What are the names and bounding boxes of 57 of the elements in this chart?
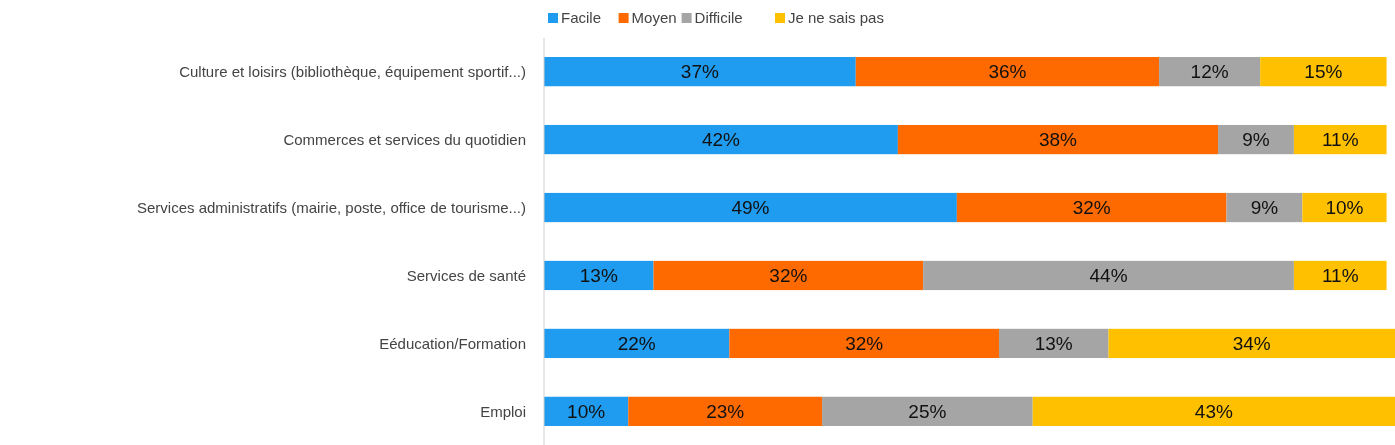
data-label: 49% <box>731 197 770 219</box>
bar <box>653 260 924 291</box>
data-label: 32% <box>845 333 884 355</box>
bar <box>544 192 957 223</box>
data-label: 32% <box>769 265 808 287</box>
data-label: 36% <box>988 61 1027 83</box>
bar <box>1293 124 1387 155</box>
y-tick-label: Eéducation/Formation <box>379 334 526 352</box>
data-label: 13% <box>1034 333 1073 355</box>
data-label: 15% <box>1304 61 1343 83</box>
data-label: 42% <box>701 129 741 151</box>
data-label: 13% <box>579 265 618 287</box>
y-tick-label: Commerces et services du quotidien <box>283 130 526 148</box>
bar <box>544 328 730 359</box>
bar <box>923 260 1294 291</box>
bar <box>1226 192 1303 223</box>
y-tick-label: Emploi <box>480 402 526 420</box>
data-label: 34% <box>1232 333 1271 355</box>
bar <box>1302 192 1387 223</box>
legend-label: Difficile <box>694 9 743 27</box>
data-label: 11% <box>1321 265 1359 287</box>
bar <box>897 124 1219 155</box>
bar <box>544 124 898 155</box>
data-label: 32% <box>1072 197 1111 219</box>
data-label: 10% <box>567 401 606 423</box>
bar <box>956 192 1227 223</box>
data-label: 11% <box>1321 129 1359 151</box>
data-label: 37% <box>680 61 719 83</box>
bar <box>998 328 1109 359</box>
bar <box>729 328 999 359</box>
bar <box>1032 396 1395 426</box>
y-tick-label: Services de santé <box>406 266 526 284</box>
bar <box>1218 124 1294 155</box>
data-label: 9% <box>1250 197 1279 219</box>
bar <box>855 57 1160 87</box>
bar <box>1108 328 1395 359</box>
bar <box>544 260 654 291</box>
data-label: 23% <box>706 401 745 423</box>
data-label: 12% <box>1190 61 1229 83</box>
y-tick-label: Culture et loisirs (bibliothèque, équipement sportif...) <box>179 62 526 80</box>
data-label: 43% <box>1194 401 1233 423</box>
data-label: 44% <box>1089 265 1128 287</box>
legend-label: Moyen <box>631 9 677 27</box>
bar <box>544 57 856 87</box>
y-tick-label: Services administratifs (mairie, poste, office de tourisme...) <box>136 198 526 216</box>
data-label: 25% <box>908 401 947 423</box>
bar <box>1260 57 1387 87</box>
bar <box>822 396 1033 426</box>
data-label: 22% <box>617 333 656 355</box>
legend-label: Facile <box>561 9 602 27</box>
bar <box>1159 57 1261 87</box>
data-label: 10% <box>1325 197 1364 219</box>
data-label: 9% <box>1242 129 1270 151</box>
legend-label: Je ne sais pas <box>788 9 884 27</box>
bar <box>1293 260 1387 291</box>
data-label: 38% <box>1038 129 1078 151</box>
bar <box>628 396 823 426</box>
